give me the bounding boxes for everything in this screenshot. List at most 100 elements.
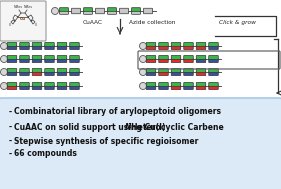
FancyBboxPatch shape: [171, 55, 181, 59]
FancyBboxPatch shape: [45, 86, 54, 90]
FancyBboxPatch shape: [146, 46, 156, 50]
FancyBboxPatch shape: [32, 43, 42, 46]
Text: Cu: Cu: [20, 18, 26, 22]
FancyBboxPatch shape: [196, 43, 206, 46]
Circle shape: [139, 43, 146, 50]
FancyBboxPatch shape: [119, 8, 128, 14]
Text: Click & grow: Click & grow: [219, 20, 255, 25]
FancyBboxPatch shape: [196, 68, 206, 72]
Text: Cl: Cl: [8, 23, 12, 27]
Text: 66 compounds: 66 compounds: [14, 149, 77, 159]
FancyBboxPatch shape: [70, 59, 79, 63]
FancyBboxPatch shape: [20, 82, 29, 86]
FancyBboxPatch shape: [209, 82, 218, 86]
FancyBboxPatch shape: [70, 46, 79, 50]
FancyBboxPatch shape: [71, 8, 80, 14]
Circle shape: [139, 68, 146, 75]
FancyBboxPatch shape: [57, 86, 67, 90]
FancyBboxPatch shape: [7, 59, 17, 63]
FancyBboxPatch shape: [20, 46, 29, 50]
FancyBboxPatch shape: [57, 46, 67, 50]
FancyBboxPatch shape: [209, 59, 218, 63]
FancyBboxPatch shape: [159, 46, 168, 50]
FancyBboxPatch shape: [20, 86, 29, 90]
FancyBboxPatch shape: [60, 11, 69, 14]
Circle shape: [1, 43, 8, 50]
FancyBboxPatch shape: [209, 86, 218, 90]
Text: NMes: NMes: [13, 5, 22, 9]
Text: -: -: [9, 122, 12, 132]
FancyBboxPatch shape: [159, 43, 168, 46]
FancyBboxPatch shape: [57, 72, 67, 76]
FancyBboxPatch shape: [171, 82, 181, 86]
FancyBboxPatch shape: [159, 86, 168, 90]
FancyBboxPatch shape: [7, 82, 17, 86]
FancyBboxPatch shape: [32, 46, 42, 50]
FancyBboxPatch shape: [146, 55, 156, 59]
FancyBboxPatch shape: [196, 59, 206, 63]
FancyBboxPatch shape: [108, 11, 117, 14]
FancyBboxPatch shape: [184, 59, 193, 63]
FancyBboxPatch shape: [209, 46, 218, 50]
FancyBboxPatch shape: [32, 72, 42, 76]
FancyBboxPatch shape: [132, 8, 140, 11]
Text: Combinatorial library of arylopeptoid oligomers: Combinatorial library of arylopeptoid ol…: [14, 108, 221, 116]
FancyBboxPatch shape: [45, 68, 54, 72]
FancyBboxPatch shape: [7, 72, 17, 76]
FancyBboxPatch shape: [7, 46, 17, 50]
FancyBboxPatch shape: [70, 68, 79, 72]
Text: Cl: Cl: [35, 23, 37, 27]
Text: Stepwise synthesis of specific regioisomer: Stepwise synthesis of specific regioisom…: [14, 136, 198, 146]
FancyBboxPatch shape: [196, 72, 206, 76]
FancyBboxPatch shape: [70, 86, 79, 90]
FancyBboxPatch shape: [171, 43, 181, 46]
FancyBboxPatch shape: [20, 72, 29, 76]
FancyBboxPatch shape: [20, 59, 29, 63]
FancyBboxPatch shape: [184, 55, 193, 59]
FancyBboxPatch shape: [159, 72, 168, 76]
FancyBboxPatch shape: [83, 11, 92, 14]
FancyBboxPatch shape: [196, 46, 206, 50]
FancyBboxPatch shape: [83, 8, 92, 11]
Text: NMes: NMes: [23, 5, 33, 9]
FancyBboxPatch shape: [70, 72, 79, 76]
FancyBboxPatch shape: [20, 55, 29, 59]
FancyBboxPatch shape: [57, 55, 67, 59]
FancyBboxPatch shape: [146, 59, 156, 63]
FancyBboxPatch shape: [184, 43, 193, 46]
FancyBboxPatch shape: [70, 43, 79, 46]
FancyBboxPatch shape: [32, 68, 42, 72]
FancyBboxPatch shape: [45, 55, 54, 59]
FancyBboxPatch shape: [32, 55, 42, 59]
FancyBboxPatch shape: [70, 55, 79, 59]
FancyBboxPatch shape: [171, 46, 181, 50]
FancyBboxPatch shape: [196, 55, 206, 59]
FancyBboxPatch shape: [32, 86, 42, 90]
FancyBboxPatch shape: [45, 46, 54, 50]
FancyBboxPatch shape: [57, 68, 67, 72]
FancyBboxPatch shape: [184, 86, 193, 90]
Text: N: N: [125, 122, 131, 132]
Circle shape: [139, 56, 146, 63]
Circle shape: [51, 8, 58, 15]
FancyBboxPatch shape: [70, 82, 79, 86]
FancyBboxPatch shape: [45, 43, 54, 46]
FancyBboxPatch shape: [7, 68, 17, 72]
FancyBboxPatch shape: [7, 43, 17, 46]
FancyBboxPatch shape: [132, 11, 140, 14]
Text: -Heterocyclic Carbene: -Heterocyclic Carbene: [128, 122, 224, 132]
FancyBboxPatch shape: [171, 72, 181, 76]
FancyBboxPatch shape: [146, 72, 156, 76]
FancyBboxPatch shape: [196, 82, 206, 86]
Text: -: -: [9, 108, 12, 116]
FancyBboxPatch shape: [57, 43, 67, 46]
Text: CuAAC: CuAAC: [83, 20, 103, 25]
FancyBboxPatch shape: [7, 86, 17, 90]
FancyBboxPatch shape: [45, 59, 54, 63]
FancyBboxPatch shape: [184, 72, 193, 76]
FancyBboxPatch shape: [45, 72, 54, 76]
Text: -: -: [9, 149, 12, 159]
FancyBboxPatch shape: [146, 43, 156, 46]
FancyBboxPatch shape: [57, 82, 67, 86]
FancyBboxPatch shape: [144, 8, 153, 14]
